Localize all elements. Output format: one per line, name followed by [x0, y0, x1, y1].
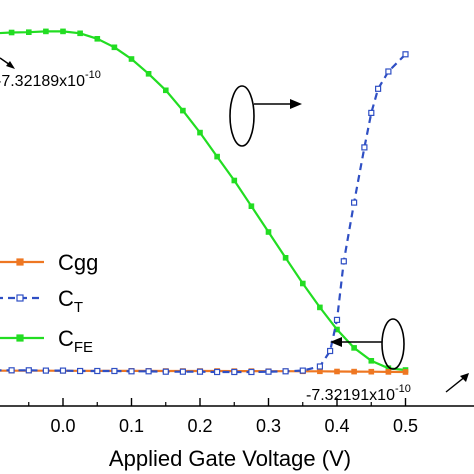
data-point — [334, 368, 340, 375]
data-point — [333, 316, 341, 323]
data-point — [361, 144, 368, 151]
data-point — [8, 367, 15, 374]
data-point — [385, 369, 392, 375]
data-point — [375, 85, 382, 92]
data-point — [214, 153, 220, 160]
x-tick-label: 0.0 — [50, 416, 75, 436]
data-point — [351, 345, 357, 351]
series-layer — [0, 28, 409, 376]
data-point — [231, 177, 238, 184]
data-point — [43, 28, 49, 35]
annotation-bottom-right-exponent: -10 — [395, 383, 411, 395]
series-c-t — [0, 51, 409, 376]
legend-item: CT — [0, 286, 83, 316]
data-point — [25, 29, 32, 36]
data-point — [77, 30, 83, 37]
data-point — [299, 280, 306, 287]
data-point — [351, 199, 358, 206]
data-point — [162, 368, 169, 375]
data-point — [316, 363, 323, 370]
x-tick-label: 0.4 — [324, 416, 349, 436]
x-tick-label: 0.1 — [119, 416, 144, 436]
data-point — [128, 56, 135, 62]
data-point — [368, 109, 375, 117]
data-point — [76, 367, 84, 375]
data-point — [340, 258, 347, 265]
legend-item: CFE — [0, 326, 93, 356]
x-axis-label: Applied Gate Voltage (V) — [109, 446, 351, 471]
data-point — [145, 368, 152, 375]
legend-label: CFE — [58, 326, 93, 356]
data-point — [282, 255, 289, 261]
data-point — [402, 51, 409, 58]
annotations: -7.32189x10-10 -7.32191x10-10 — [0, 57, 469, 404]
data-point — [179, 368, 186, 375]
data-point — [327, 347, 334, 355]
ellipse-left-axis-indicator — [381, 318, 405, 370]
data-point — [8, 29, 15, 36]
data-point — [299, 367, 306, 374]
annotation-top-left-mantissa: -7.32189x10 — [0, 73, 85, 90]
annotation-bottom-right-mantissa: -7.32191x10 — [306, 387, 395, 404]
data-point — [265, 229, 272, 235]
data-point — [111, 44, 118, 51]
legend: Cgg CT CFE — [0, 250, 98, 356]
data-point — [248, 368, 255, 376]
legend-marker — [16, 334, 24, 342]
ellipse-right-axis-indicator — [229, 85, 255, 147]
annotation-top-left: -7.32189x10-10 — [0, 69, 101, 90]
data-point — [25, 367, 32, 374]
leader-bottom-right-head — [460, 373, 469, 382]
data-point — [94, 35, 101, 42]
data-point — [111, 367, 118, 375]
data-point — [128, 368, 135, 375]
annotation-top-left-exponent: -10 — [85, 69, 101, 81]
legend-marker — [16, 294, 24, 302]
series-c-fe — [0, 28, 409, 373]
data-point — [402, 369, 409, 375]
x-tick-label: 0.2 — [187, 416, 212, 436]
legend-item: Cgg — [0, 250, 98, 275]
data-point — [317, 304, 323, 311]
data-point — [163, 87, 169, 94]
legend-label: CT — [58, 286, 83, 316]
data-point — [248, 203, 255, 209]
x-tick-label: 0.5 — [393, 416, 418, 436]
arrowhead-left — [330, 337, 342, 347]
axes: 0.0 0.1 0.2 0.3 0.4 0.5 Applied Gate Voltage (… — [0, 398, 474, 471]
data-point — [282, 368, 289, 375]
data-point — [145, 71, 152, 77]
data-point — [196, 368, 204, 375]
data-point — [385, 68, 392, 75]
data-point — [231, 368, 238, 376]
data-point — [197, 129, 203, 136]
data-point — [42, 367, 50, 374]
legend-label: Cgg — [58, 250, 98, 275]
data-point — [214, 368, 221, 376]
data-point — [351, 368, 357, 375]
annotation-bottom-right: -7.32191x10-10 — [306, 383, 411, 404]
data-point — [265, 368, 272, 375]
data-point — [368, 357, 375, 364]
legend-marker — [16, 258, 24, 266]
data-point — [180, 107, 186, 114]
x-tick-label: 0.3 — [256, 416, 281, 436]
data-point — [59, 367, 67, 374]
series-line — [0, 53, 407, 374]
data-point — [368, 368, 375, 375]
leader-top-left-head — [6, 61, 15, 69]
data-point — [94, 367, 101, 375]
arrowhead-right — [290, 99, 302, 109]
data-point — [60, 28, 66, 35]
